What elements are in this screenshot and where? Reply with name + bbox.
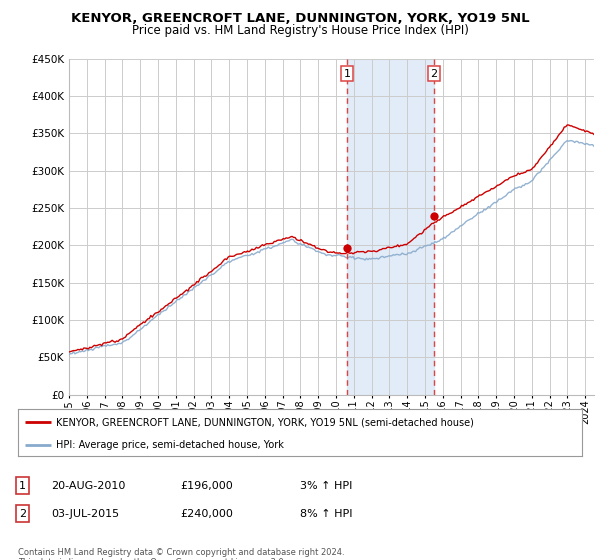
Text: HPI: Average price, semi-detached house, York: HPI: Average price, semi-detached house,… [56,440,284,450]
Text: KENYOR, GREENCROFT LANE, DUNNINGTON, YORK, YO19 5NL: KENYOR, GREENCROFT LANE, DUNNINGTON, YOR… [71,12,529,25]
Text: £240,000: £240,000 [180,508,233,519]
Text: 3% ↑ HPI: 3% ↑ HPI [300,480,352,491]
Text: 1: 1 [344,69,351,79]
Text: 2: 2 [430,69,437,79]
Text: 1: 1 [19,480,26,491]
Text: 8% ↑ HPI: 8% ↑ HPI [300,508,353,519]
Text: Contains HM Land Registry data © Crown copyright and database right 2024.
This d: Contains HM Land Registry data © Crown c… [18,548,344,560]
Text: 2: 2 [19,508,26,519]
Text: 03-JUL-2015: 03-JUL-2015 [51,508,119,519]
Text: £196,000: £196,000 [180,480,233,491]
Bar [347,59,434,395]
Text: 20-AUG-2010: 20-AUG-2010 [51,480,125,491]
Text: KENYOR, GREENCROFT LANE, DUNNINGTON, YORK, YO19 5NL (semi-detached house): KENYOR, GREENCROFT LANE, DUNNINGTON, YOR… [56,417,474,427]
Text: Price paid vs. HM Land Registry's House Price Index (HPI): Price paid vs. HM Land Registry's House … [131,24,469,37]
